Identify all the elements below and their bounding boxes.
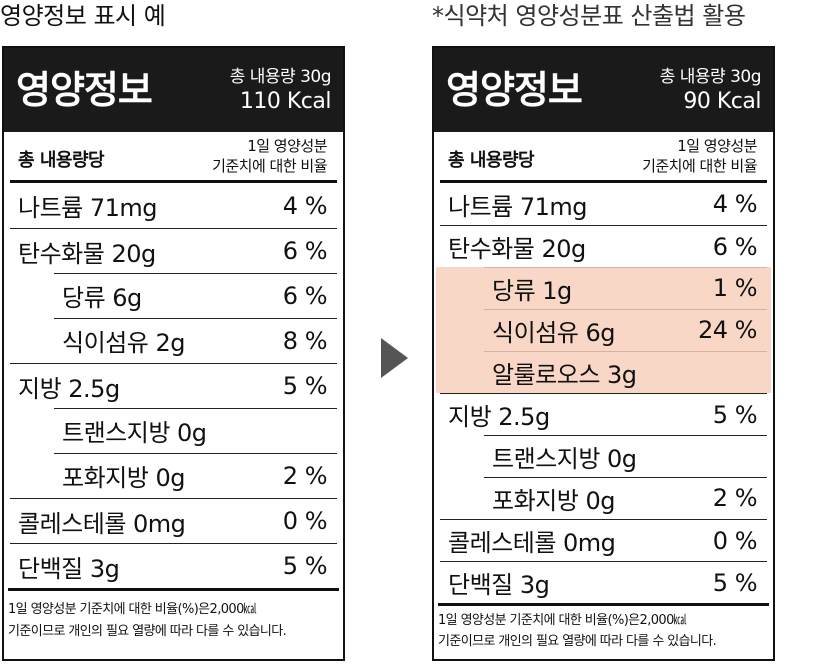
nutrient-name: 지방 2.5g xyxy=(448,403,550,431)
nutrient-name: 단백질 3g xyxy=(448,571,550,599)
row-cholesterol: 콜레스테롤 0mg 0 % xyxy=(10,498,337,543)
nutrient-name: 콜레스테롤 0mg xyxy=(448,529,616,557)
label-meta: 총 내용량 30g 90 Kcal xyxy=(659,66,762,116)
nutrient-name: 콜레스테롤 0mg xyxy=(18,509,186,538)
daily-value-percent: 2 % xyxy=(712,484,758,512)
daily-value-percent: 1 % xyxy=(712,274,758,302)
footnote-line1: 1일 영양성분 기준치에 대한 비율(%)은2,000㎉ xyxy=(8,602,257,617)
daily-value-percent: 4 % xyxy=(282,191,328,220)
daily-value-percent: 5 % xyxy=(282,372,328,400)
energy-kcal: 90 Kcal xyxy=(683,89,761,114)
footnote-line2: 기준이므로 개인의 필요 열량에 따라 다를 수 있습니다. xyxy=(8,624,287,639)
nutrient-name: 식이섬유 6g xyxy=(492,318,615,347)
daily-value-percent: 5 % xyxy=(712,568,758,597)
row-sugars: 당류 6g 6 % xyxy=(10,273,337,318)
daily-value-header-line1: 1일 영양성분 xyxy=(677,137,757,155)
label-title: 영양정보 xyxy=(16,68,153,112)
daily-value-percent: 5 % xyxy=(712,400,758,429)
row-fat: 지방 2.5g 5 % xyxy=(440,393,767,435)
nutrition-label-mfds: 영양정보 총 내용량 30g 90 Kcal 총 내용량당 1일 영양성분 기준… xyxy=(432,46,775,661)
nutrient-name: 지방 2.5g xyxy=(18,374,120,403)
nutrient-name: 탄수화물 20g xyxy=(18,239,156,268)
footnote-line1: 1일 영양성분 기준치에 대한 비율(%)은2,000㎉ xyxy=(438,613,687,628)
total-amount: 총 내용량 30g xyxy=(659,67,762,87)
nutrient-name: 당류 1g xyxy=(492,276,572,305)
row-dietary-fiber: 식이섬유 2g 8 % xyxy=(10,318,337,363)
column-header: 총 내용량당 1일 영양성분 기준치에 대한 비율 xyxy=(10,132,337,183)
daily-value-percent: 0 % xyxy=(712,526,758,555)
total-amount: 총 내용량 30g xyxy=(229,67,332,87)
nutrient-name: 알룰로오스 3g xyxy=(492,360,637,389)
label-header: 영양정보 총 내용량 30g 110 Kcal xyxy=(4,48,343,132)
row-trans-fat: 트랜스지방 0g xyxy=(10,408,337,453)
row-fat: 지방 2.5g 5 % xyxy=(10,363,337,408)
daily-value-percent: 4 % xyxy=(712,190,758,218)
row-sugars-highlighted: 당류 1g 1 % xyxy=(436,267,771,309)
label-meta: 총 내용량 30g 110 Kcal xyxy=(229,66,332,116)
daily-value-header: 1일 영양성분 기준치에 대한 비율 xyxy=(642,136,757,176)
daily-value-percent: 24 % xyxy=(698,316,757,344)
per-total-label: 총 내용량당 xyxy=(448,150,535,171)
nutrient-name: 당류 6g xyxy=(62,284,142,312)
label-footnote: 1일 영양성분 기준치에 대한 비율(%)은2,000㎉ 기준이므로 개인의 필… xyxy=(8,588,339,643)
row-saturated-fat: 포화지방 0g 2 % xyxy=(10,453,337,498)
nutrition-label-example: 영양정보 총 내용량 30g 110 Kcal 총 내용량당 1일 영양성분 기… xyxy=(2,46,345,661)
row-cholesterol: 콜레스테롤 0mg 0 % xyxy=(440,519,767,561)
row-sodium: 나트륨 71mg 4 % xyxy=(440,183,767,225)
label-footnote: 1일 영양성분 기준치에 대한 비율(%)은2,000㎉ 기준이므로 개인의 필… xyxy=(438,603,769,652)
energy-kcal: 110 Kcal xyxy=(239,89,332,114)
row-allulose-highlighted: 알룰로오스 3g xyxy=(436,351,771,393)
row-saturated-fat: 포화지방 0g 2 % xyxy=(440,477,767,519)
row-trans-fat: 트랜스지방 0g xyxy=(440,435,767,477)
nutrient-name: 트랜스지방 0g xyxy=(62,419,207,447)
daily-value-header-line2: 기준치에 대한 비율 xyxy=(212,157,327,175)
nutrient-name: 트랜스지방 0g xyxy=(492,444,637,473)
row-sodium: 나트륨 71mg 4 % xyxy=(10,183,337,228)
daily-value-percent: 5 % xyxy=(282,552,328,580)
example-heading: 영양정보 표시 예 xyxy=(0,2,166,30)
nutrient-name: 나트륨 71mg xyxy=(448,192,588,221)
label-title: 영양정보 xyxy=(446,68,583,112)
daily-value-header: 1일 영양성분 기준치에 대한 비율 xyxy=(212,136,327,176)
mfds-method-heading: *식약처 영양성분표 산출법 활용 xyxy=(432,2,746,30)
per-total-label: 총 내용량당 xyxy=(18,150,105,171)
row-dietary-fiber-highlighted: 식이섬유 6g 24 % xyxy=(436,309,771,351)
arrow-right-icon xyxy=(381,338,408,378)
nutrient-name: 포화지방 0g xyxy=(62,464,185,492)
nutrient-name: 식이섬유 2g xyxy=(62,329,185,357)
nutrient-name: 탄수화물 20g xyxy=(448,235,586,263)
row-carbohydrate: 탄수화물 20g 6 % xyxy=(440,225,767,267)
footnote-line2: 기준이므로 개인의 필요 열량에 따라 다를 수 있습니다. xyxy=(438,634,717,649)
daily-value-header-line1: 1일 영양성분 xyxy=(247,137,327,155)
nutrient-name: 나트륨 71mg xyxy=(18,194,158,222)
daily-value-percent: 6 % xyxy=(712,232,758,261)
daily-value-percent: 0 % xyxy=(282,507,328,535)
nutrient-name: 포화지방 0g xyxy=(492,486,615,515)
row-protein: 단백질 3g 5 % xyxy=(10,543,337,588)
nutrient-name: 단백질 3g xyxy=(18,554,120,583)
column-header: 총 내용량당 1일 영양성분 기준치에 대한 비율 xyxy=(440,132,767,183)
row-carbohydrate: 탄수화물 20g 6 % xyxy=(10,228,337,273)
row-protein: 단백질 3g 5 % xyxy=(440,561,767,603)
daily-value-percent: 6 % xyxy=(282,237,328,265)
daily-value-header-line2: 기준치에 대한 비율 xyxy=(642,157,757,175)
daily-value-percent: 2 % xyxy=(282,461,328,490)
label-header: 영양정보 총 내용량 30g 90 Kcal xyxy=(434,48,773,132)
daily-value-percent: 6 % xyxy=(282,281,328,310)
daily-value-percent: 8 % xyxy=(282,326,328,355)
